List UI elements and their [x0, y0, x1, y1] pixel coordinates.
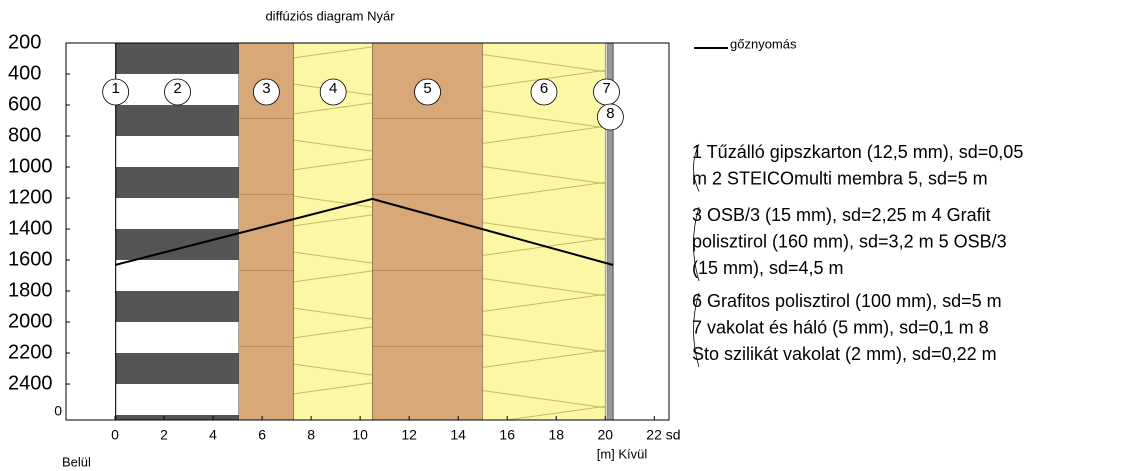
y-tick-label: 800 — [8, 124, 41, 146]
note-line: polisztirol (160 mm), sd=3,2 m 5 OSB/3 — [692, 231, 1007, 251]
layer-marker — [597, 103, 624, 131]
layer-number: 2 — [173, 80, 181, 97]
x-tick-label: 22 sd — [646, 427, 680, 443]
note-bracket — [693, 143, 700, 192]
layer-number: 4 — [329, 80, 337, 97]
layer-marker — [164, 78, 191, 106]
layer-number: 6 — [540, 80, 548, 97]
x-tick-label: 12 — [401, 427, 417, 443]
y-tick-label: 1400 — [8, 217, 53, 239]
y-tick-label: 2000 — [8, 310, 53, 332]
x-tick-label: 4 — [209, 427, 217, 443]
y-tick-label: 1800 — [8, 279, 53, 301]
series — [114, 197, 614, 266]
x-tick-label: 2 — [160, 427, 168, 443]
x-tick-label: 16 — [499, 427, 515, 443]
note-line: 3 OSB/3 (15 mm), sd=2,25 m 4 Grafit — [692, 205, 991, 225]
note-line: (15 mm), sd=4,5 m — [692, 258, 844, 278]
legend-label: gőznyomás — [730, 36, 797, 51]
layer-marker — [530, 78, 558, 106]
x-tick-label: 0 — [111, 427, 119, 443]
layer-marker — [102, 78, 130, 106]
x-tick-label: 8 — [307, 427, 315, 443]
note-line: Sto szilikát vakolat (2 mm), sd=0,22 m — [692, 344, 997, 364]
note-line: 1 Tűzálló gipszkarton (12,5 mm), sd=0,05 — [692, 142, 1023, 162]
layer-pattern — [293, 43, 373, 420]
layer-number: 8 — [606, 105, 614, 122]
note-line: 7 vakolat és háló (5 mm), sd=0,1 m 8 — [692, 317, 989, 337]
note-bracket — [693, 292, 700, 368]
layer-pattern — [482, 43, 606, 420]
chart-title: diffúziós diagram Nyár — [265, 8, 395, 23]
note-bracket — [693, 206, 700, 282]
layers — [115, 43, 614, 420]
plot-frame — [65, 42, 670, 421]
layer — [115, 43, 117, 420]
layer-pattern — [116, 43, 239, 420]
y-tick-label: 400 — [8, 62, 41, 84]
layer-number: 5 — [423, 80, 431, 97]
y-tick-label: 1600 — [8, 248, 53, 270]
y-tick-label: 1200 — [8, 186, 53, 208]
x-tick-label: 18 — [548, 427, 564, 443]
x-tick-label: 20 — [597, 427, 613, 443]
x-tick-label: 14 — [450, 427, 466, 443]
y-tick-label: 1000 — [8, 155, 53, 177]
inside-label: Belül — [62, 454, 91, 469]
note-line: 6 Grafitos polisztirol (100 mm), sd=5 m — [692, 291, 1002, 311]
y-bottom-label: 0 — [54, 403, 62, 419]
layer-marker — [252, 78, 280, 106]
note-line: m 2 STEICOmulti membra 5, sd=5 m — [692, 168, 988, 188]
y-tick-label: 200 — [8, 31, 41, 53]
layer-marker — [414, 78, 441, 106]
layer-number: 1 — [111, 80, 119, 97]
layer — [607, 43, 614, 420]
y-tick-label: 2200 — [8, 341, 53, 363]
layer — [605, 43, 608, 420]
layer-number: 7 — [602, 80, 610, 97]
layer-marker — [319, 78, 347, 106]
x-unit-label: [m] Kívül — [597, 446, 648, 461]
layer-number: 3 — [262, 80, 270, 97]
y-tick-label: 2400 — [8, 372, 53, 394]
y-tick-label: 600 — [8, 93, 41, 115]
series-line — [114, 197, 614, 266]
x-tick-label: 10 — [352, 427, 368, 443]
layer-pattern — [372, 43, 483, 420]
x-tick-label: 6 — [258, 427, 266, 443]
